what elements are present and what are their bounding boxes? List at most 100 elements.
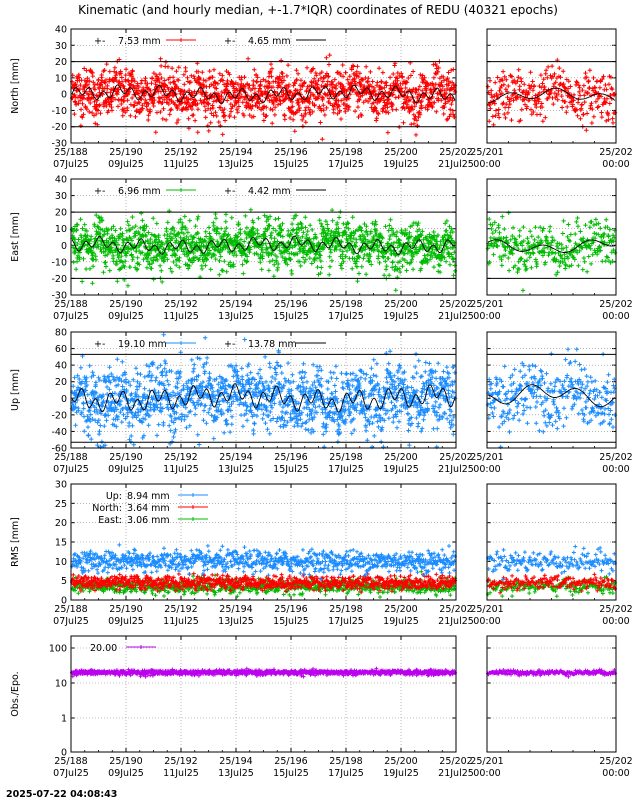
timestamp-label: 2025-07-22 04:08:43: [6, 789, 117, 800]
x-tick-label: 25/196: [274, 756, 307, 767]
x-tick-date-label: 09Jul25: [108, 464, 144, 475]
x-tick-label: 25/201: [470, 147, 503, 158]
x-tick-label: 25/202: [599, 299, 632, 310]
x-tick-date-label: 19Jul25: [383, 464, 419, 475]
x-tick-label: 25/194: [219, 604, 252, 615]
plot-frame-main: [70, 635, 457, 753]
x-tick-date-label: 00:00: [473, 616, 500, 627]
x-tick-label: 25/202: [439, 604, 472, 615]
x-tick-label: 25/190: [109, 299, 142, 310]
zoom-median-line-east: [487, 239, 616, 253]
obs-legend-marker: [139, 645, 143, 649]
x-tick-label: 25/190: [109, 756, 142, 767]
legend-value: 4.42 mm: [248, 186, 291, 197]
x-tick-date-label: 11Jul25: [163, 768, 199, 779]
x-tick-date-label: 09Jul25: [108, 159, 144, 170]
x-tick-date-label: 13Jul25: [218, 311, 254, 322]
scatter-series-east: [69, 207, 458, 293]
y-axis-label: RMS [mm]: [10, 517, 21, 567]
x-tick-label: 25/196: [274, 604, 307, 615]
y-tick-label: 20: [55, 377, 67, 388]
x-tick-label: 25/202: [439, 756, 472, 767]
legend-value: 4.65 mm: [248, 36, 291, 47]
x-tick-label: 25/202: [599, 604, 632, 615]
x-tick-label: 25/202: [599, 756, 632, 767]
obs-legend-value: 20.00: [90, 643, 117, 654]
rms-legend-name: Up:: [106, 491, 122, 502]
x-tick-date-label: 15Jul25: [273, 768, 309, 779]
x-tick-label: 25/190: [109, 604, 142, 615]
panel-obs: 100101025/18807Jul2525/19009Jul2525/1921…: [10, 635, 633, 779]
x-tick-date-label: 17Jul25: [328, 311, 364, 322]
y-tick-label: 10: [55, 73, 67, 84]
x-tick-date-label: 21Jul25: [438, 464, 474, 475]
x-tick-date-label: 00:00: [473, 311, 500, 322]
rms-legend-value: 8.94 mm: [127, 491, 170, 502]
rms-series-north: [70, 571, 457, 595]
x-tick-label: 25/202: [599, 452, 632, 463]
legend-prefix: +-: [94, 186, 105, 197]
plot-frame-zoom: [486, 178, 617, 296]
x-tick-date-label: 00:00: [473, 159, 500, 170]
x-tick-date-label: 13Jul25: [218, 464, 254, 475]
y-tick-label: 40: [55, 175, 67, 186]
y-tick-label: 20: [55, 518, 67, 529]
y-tick-label: 30: [55, 191, 67, 202]
y-tick-label: 20: [55, 57, 67, 68]
x-tick-date-label: 17Jul25: [328, 464, 364, 475]
x-tick-label: 25/196: [274, 299, 307, 310]
x-tick-date-label: 07Jul25: [53, 464, 89, 475]
panels-group: 403020100-10-20-3025/18807Jul2525/19009J…: [10, 25, 633, 780]
y-tick-label: 0: [61, 90, 67, 101]
legend-swatch-marker: [179, 38, 183, 42]
rms-legend-name: North:: [92, 503, 122, 514]
legend-prefix: +-: [94, 36, 105, 47]
legend-value: 7.53 mm: [118, 36, 161, 47]
x-tick-label: 25/192: [164, 299, 197, 310]
obs-series: [70, 666, 457, 679]
x-tick-label: 25/192: [164, 452, 197, 463]
x-tick-date-label: 07Jul25: [53, 311, 89, 322]
x-tick-date-label: 15Jul25: [273, 311, 309, 322]
y-tick-label: 5: [61, 576, 67, 587]
plot-frame-zoom: [486, 635, 617, 753]
zoom-scatter-series-up: [485, 347, 618, 450]
rms-legend-marker: [191, 493, 195, 497]
x-tick-date-label: 19Jul25: [383, 311, 419, 322]
zoom-scatter-series-east: [485, 210, 618, 293]
scatter-series-north: [69, 52, 458, 142]
x-tick-date-label: 19Jul25: [383, 768, 419, 779]
zoom-obs-series: [486, 667, 617, 679]
plot-frame-zoom: [486, 483, 617, 601]
x-tick-label: 25/190: [109, 452, 142, 463]
y-tick-label: -30: [51, 139, 67, 150]
legend-value: 13.78 mm: [248, 339, 297, 350]
x-tick-date-label: 09Jul25: [108, 311, 144, 322]
x-tick-label: 25/200: [384, 756, 417, 767]
x-tick-date-label: 00:00: [473, 768, 500, 779]
legend-prefix: +-: [224, 339, 235, 350]
x-tick-date-label: 15Jul25: [273, 616, 309, 627]
x-tick-label: 25/188: [54, 147, 87, 158]
y-tick-label: 30: [55, 480, 67, 491]
plot-frame-main: [70, 331, 457, 449]
rms-series-up: [70, 542, 457, 582]
y-tick-label: 60: [55, 344, 67, 355]
x-tick-label: 25/194: [219, 756, 252, 767]
rms-legend-value: 3.64 mm: [127, 503, 170, 514]
y-tick-label: 100: [49, 644, 67, 655]
x-tick-date-label: 00:00: [602, 311, 629, 322]
rms-legend-value: 3.06 mm: [127, 515, 170, 526]
y-tick-label: 10: [55, 224, 67, 235]
x-tick-label: 25/198: [329, 299, 362, 310]
x-tick-date-label: 15Jul25: [273, 159, 309, 170]
legend-swatch-marker: [179, 188, 183, 192]
y-tick-label: -20: [51, 122, 67, 133]
x-tick-date-label: 13Jul25: [218, 159, 254, 170]
x-tick-label: 25/198: [329, 604, 362, 615]
x-tick-date-label: 17Jul25: [328, 159, 364, 170]
x-tick-label: 25/201: [470, 452, 503, 463]
